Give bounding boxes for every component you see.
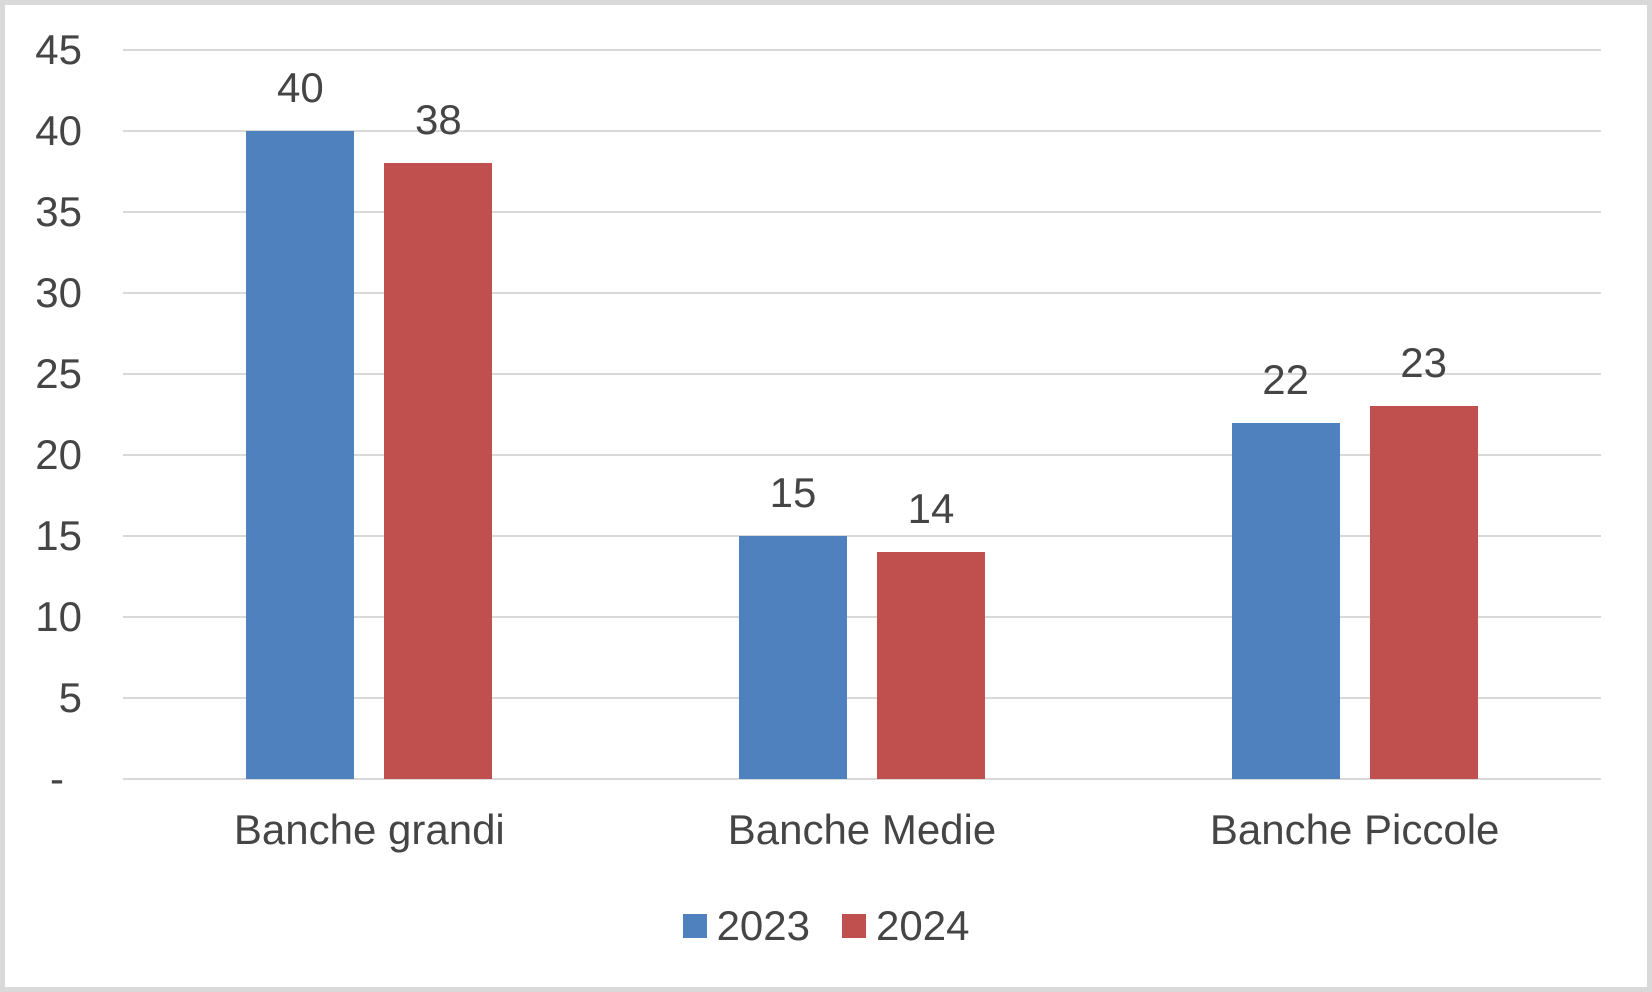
bar-value-label: 14	[907, 485, 955, 533]
legend: 2023 2024	[0, 900, 1652, 952]
gridline	[123, 373, 1601, 375]
y-tick-label: 35	[35, 188, 82, 235]
legend-label: 2023	[716, 902, 810, 949]
bar-2023-2	[739, 536, 847, 779]
bar-value-label: 38	[414, 96, 462, 144]
gridline	[123, 292, 1601, 294]
legend-item: 2024	[842, 905, 969, 947]
gridline	[123, 211, 1601, 213]
gridline	[123, 535, 1601, 537]
category-label: Banche grandi	[233, 806, 505, 853]
bar-value-label: 22	[1262, 355, 1310, 403]
y-tick-label: 25	[35, 350, 82, 397]
plot-area: 40 38 15 14 22 23	[123, 49, 1601, 780]
bar-2024-2	[877, 552, 985, 779]
gridline	[123, 49, 1601, 51]
bar-value-label: 40	[276, 64, 324, 111]
category-label: Banche Piccole	[1209, 806, 1500, 853]
bar-2023-1	[246, 131, 355, 779]
legend-label: 2024	[876, 902, 970, 949]
y-tick-label: 15	[35, 512, 82, 559]
y-tick-label: 30	[35, 269, 82, 316]
y-tick-label: 40	[35, 107, 82, 154]
gridline	[123, 778, 1601, 780]
gridline	[123, 616, 1601, 618]
gridline	[123, 697, 1601, 699]
bar-value-label: 15	[769, 469, 817, 516]
bar-2023-3	[1231, 422, 1340, 779]
gridline	[123, 454, 1601, 456]
y-tick-label: 5	[58, 674, 82, 721]
y-tick-label: 45	[35, 26, 82, 73]
legend-item: 2023	[682, 902, 810, 949]
y-tick-label: 10	[35, 593, 82, 640]
y-tick-label: -	[50, 755, 64, 802]
y-tick-label: 20	[35, 431, 82, 478]
bar-2024-3	[1369, 406, 1478, 779]
category-label: Banche Medie	[727, 806, 997, 853]
bar-value-label: 23	[1400, 339, 1448, 387]
bar-2024-1	[384, 163, 493, 779]
legend-swatch-icon	[842, 914, 866, 938]
legend-swatch-icon	[682, 914, 707, 938]
gridline	[123, 130, 1601, 132]
